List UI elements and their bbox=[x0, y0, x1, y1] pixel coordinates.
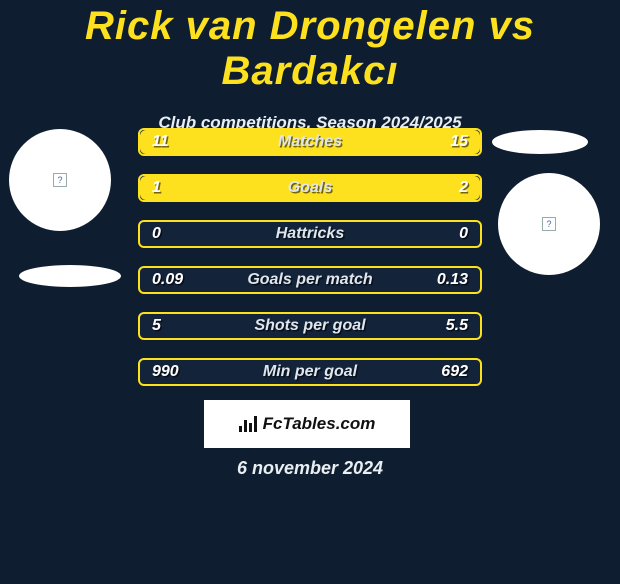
brand-logo-icon bbox=[239, 416, 257, 432]
stat-value-right: 0 bbox=[459, 222, 468, 246]
stat-value-right: 15 bbox=[450, 130, 468, 154]
stat-value-right: 2 bbox=[459, 176, 468, 200]
broken-image-icon: ? bbox=[542, 217, 556, 231]
stat-metric-label: Hattricks bbox=[140, 222, 480, 246]
player-right-shadow bbox=[492, 130, 588, 154]
stat-value-right: 692 bbox=[441, 360, 468, 384]
stat-row: 1Goals2 bbox=[138, 174, 482, 202]
stat-row: 0Hattricks0 bbox=[138, 220, 482, 248]
player-right-avatar: ? bbox=[498, 173, 600, 275]
stat-metric-label: Goals per match bbox=[140, 268, 480, 292]
stat-metric-label: Goals bbox=[140, 176, 480, 200]
date-label: 6 november 2024 bbox=[0, 458, 620, 479]
stat-value-right: 0.13 bbox=[437, 268, 468, 292]
player-left-shadow bbox=[19, 265, 121, 287]
brand-box: FcTables.com bbox=[204, 400, 410, 448]
brand-text: FcTables.com bbox=[263, 414, 376, 434]
stat-row: 990Min per goal692 bbox=[138, 358, 482, 386]
stat-row: 11Matches15 bbox=[138, 128, 482, 156]
broken-image-icon: ? bbox=[53, 173, 67, 187]
stat-metric-label: Min per goal bbox=[140, 360, 480, 384]
stat-value-right: 5.5 bbox=[446, 314, 468, 338]
stat-row: 5Shots per goal5.5 bbox=[138, 312, 482, 340]
stat-metric-label: Matches bbox=[140, 130, 480, 154]
comparison-bars: 11Matches15 1Goals2 0Hattricks0 0.09Goals p… bbox=[138, 128, 482, 404]
page-title: Rick van Drongelen vs Bardakcı bbox=[0, 4, 620, 94]
player-left-avatar: ? bbox=[9, 129, 111, 231]
stat-row: 0.09Goals per match0.13 bbox=[138, 266, 482, 294]
stat-metric-label: Shots per goal bbox=[140, 314, 480, 338]
